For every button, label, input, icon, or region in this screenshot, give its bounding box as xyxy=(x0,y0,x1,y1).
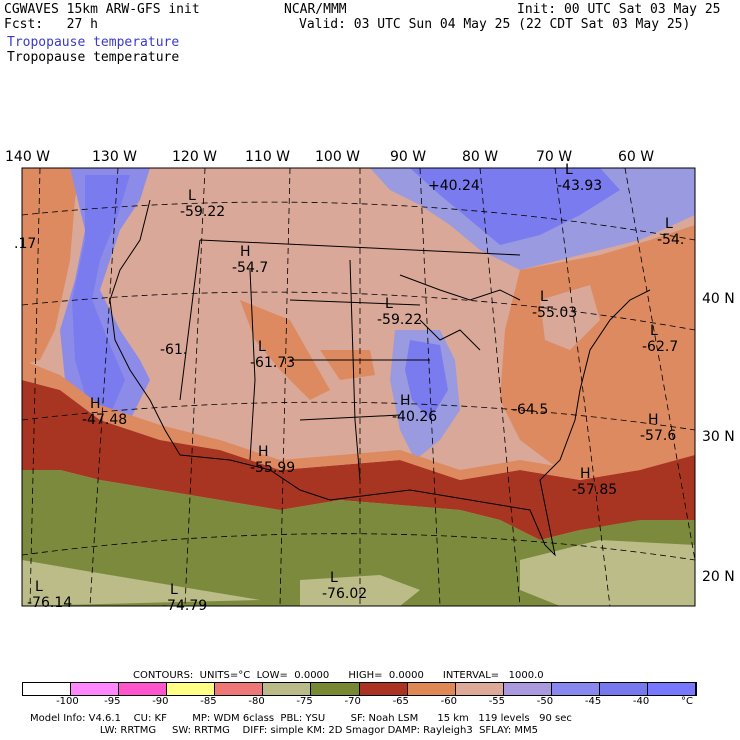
extrema-labels: L-59.22H-54.7+40.24L-43.93.17L-54.L-59.2… xyxy=(14,162,684,614)
extremum-type: H xyxy=(648,412,659,428)
extremum-value: -74.79 xyxy=(162,598,207,614)
extremum-type: L xyxy=(330,570,338,586)
longitude-label: 120 W xyxy=(172,149,217,165)
colorbar-tick-label: -70 xyxy=(344,696,361,707)
organization: NCAR/MMM xyxy=(284,2,347,17)
latitude-label: 30 N xyxy=(702,429,735,445)
map-frame xyxy=(21,167,696,607)
colorbar-swatch xyxy=(551,683,600,695)
colorbar-swatch xyxy=(599,683,649,695)
longitude-label: 140 W xyxy=(5,149,50,165)
colorbar-tick-label: -65 xyxy=(392,696,409,707)
colorbar-swatch xyxy=(359,683,408,695)
model-info-line1: Model Info: V4.6.1 CU: KF MP: WDM 6class… xyxy=(30,713,572,724)
model-info-line2: LW: RRTMG SW: RRTMG DIFF: simple KM: 2D … xyxy=(30,725,538,736)
colorbar-swatch xyxy=(263,683,312,695)
field-title-blue: Tropopause temperature xyxy=(7,35,180,50)
extremum-type: L xyxy=(565,162,573,178)
extremum-value: -62.7 xyxy=(642,339,678,355)
extremum-type: L xyxy=(540,289,548,305)
extremum-value: -76.02 xyxy=(322,586,367,602)
longitude-label: 70 W xyxy=(536,149,572,165)
colorbar-tick-label: -45 xyxy=(584,696,602,707)
colorbar-tick-label: -40 xyxy=(632,696,650,707)
extremum-value: -57.6 xyxy=(640,428,676,444)
longitude-labels: 140 W 130 W 120 W 110 W 100 W 90 W 80 W 70 W 60 … xyxy=(5,149,654,165)
colorbar xyxy=(22,682,697,696)
extremum-type: L xyxy=(35,579,43,595)
map-field xyxy=(22,168,695,606)
extremum-type: L xyxy=(170,582,178,598)
colorbar-swatch xyxy=(167,683,216,695)
extremum-value: -54. xyxy=(657,232,684,248)
longitude-label: 130 W xyxy=(92,149,137,165)
longitude-label: 60 W xyxy=(618,149,654,165)
contours-info: CONTOURS: UNITS=°C LOW= 0.0000 HIGH= 0.0… xyxy=(133,670,544,681)
colorbar-tick-label: -100 xyxy=(56,696,79,707)
colorbar-swatch xyxy=(215,683,264,695)
model-title: CGWAVES 15km ARW-GFS init xyxy=(4,2,200,17)
longitude-label: 80 W xyxy=(462,149,498,165)
extremum-value: -40.26 xyxy=(392,409,437,425)
extremum-value: -55.99 xyxy=(250,460,295,476)
latitude-label: 40 N xyxy=(702,291,735,307)
latitude-labels: 40 N 30 N 20 N xyxy=(702,291,735,585)
colorbar-tick-label: -85 xyxy=(200,696,217,707)
colorbar-swatch xyxy=(119,683,168,695)
colorbar-tick-label: -55 xyxy=(488,696,506,707)
extremum-type: H xyxy=(240,244,251,260)
extremum-value: .17 xyxy=(14,236,36,252)
extremum-value: -59.22 xyxy=(377,312,422,328)
extremum-type: L xyxy=(385,296,393,312)
extremum-value: -59.22 xyxy=(180,204,225,220)
colorbar-swatch xyxy=(23,683,72,695)
colorbar-tick-label: -80 xyxy=(248,696,265,707)
extremum-value: -61. xyxy=(160,342,187,358)
colorbar-tick-label: °C xyxy=(681,696,693,707)
colorbar-tick-label: -95 xyxy=(104,696,121,707)
latitude-label: 20 N xyxy=(702,569,735,585)
field-title-black: Tropopause temperature xyxy=(7,50,180,65)
extremum-type: L xyxy=(650,323,658,339)
extremum-value: -76.14 xyxy=(27,595,72,611)
extremum-type: L xyxy=(188,188,196,204)
extremum-value: +40.24 xyxy=(428,178,480,194)
extremum-value: -43.93 xyxy=(557,178,602,194)
extremum-value: -54.7 xyxy=(232,260,268,276)
colorbar-tick-label: -75 xyxy=(296,696,313,707)
extremum-value: -57.85 xyxy=(572,482,617,498)
extremum-type: H xyxy=(400,393,411,409)
extremum-type: H xyxy=(258,444,269,460)
colorbar-swatch xyxy=(311,683,360,695)
colorbar-tick-label: -90 xyxy=(152,696,169,707)
colorbar-swatch xyxy=(71,683,120,695)
forecast-hour: Fcst: 27 h xyxy=(4,17,98,32)
extremum-type: L xyxy=(258,339,266,355)
extremum-type: H xyxy=(580,466,591,482)
longitude-label: 110 W xyxy=(245,149,290,165)
extremum-value: -47.48 xyxy=(82,412,127,428)
extremum-value: -64.5 xyxy=(512,402,548,418)
extremum-value: -61.73 xyxy=(250,355,295,371)
longitude-label: 90 W xyxy=(390,149,426,165)
colorbar-tick-label: -60 xyxy=(440,696,457,707)
colorbar-swatch xyxy=(648,683,697,695)
extremum-type: L xyxy=(665,216,673,232)
longitude-label: 100 W xyxy=(315,149,360,165)
init-time: Init: 00 UTC Sat 03 May 25 xyxy=(517,2,721,17)
colorbar-swatch xyxy=(407,683,456,695)
extremum-value: -55.03 xyxy=(532,305,577,321)
colorbar-ticks: -100 -95 -90 -85 -80 -75 -70 -65 -60 -55 -50 -45 -40… xyxy=(22,696,722,708)
valid-time: Valid: 03 UTC Sun 04 May 25 (22 CDT Sat … xyxy=(299,17,691,32)
extremum-type: H xyxy=(90,396,101,412)
colorbar-swatch xyxy=(503,683,552,695)
colorbar-tick-label: -50 xyxy=(536,696,554,707)
colorbar-swatch xyxy=(455,683,504,695)
